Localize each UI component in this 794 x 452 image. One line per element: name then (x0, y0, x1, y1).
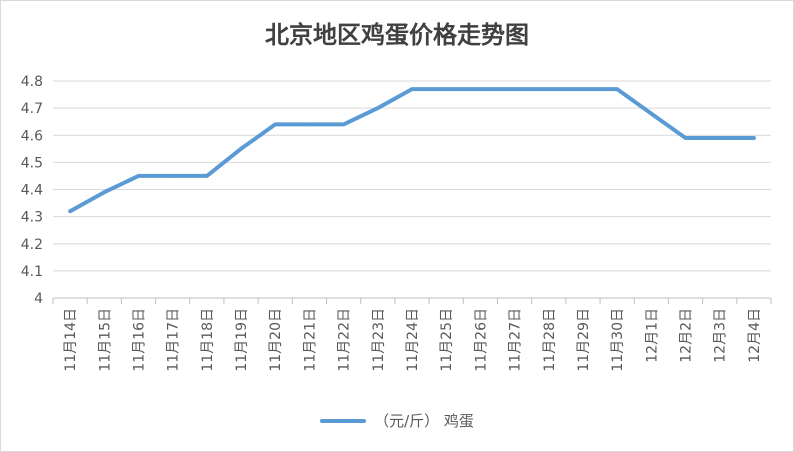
y-tick-label: 4.6 (21, 128, 43, 144)
x-tick-label: 11月27日 (508, 308, 524, 372)
x-tick-label: 11月17日 (166, 308, 182, 372)
data-point (205, 174, 209, 178)
data-point (273, 122, 278, 127)
x-tick-label: 11月18日 (200, 308, 216, 372)
y-tick-label: 4.5 (21, 155, 43, 171)
data-point (239, 147, 243, 151)
data-point (376, 106, 380, 110)
x-tick-label: 11月28日 (542, 308, 558, 372)
y-axis-ticks: 4 4.1 4.2 4.3 4.4 4.5 4.6 4.7 4.8 (21, 74, 43, 307)
gridlines (53, 80, 771, 272)
series-group (68, 87, 756, 214)
series-line (68, 87, 756, 214)
legend-swatch (320, 418, 367, 423)
x-axis-ticks: 11月14日 11月15日 11月16日 11月17日 11月18日 11月19日 11月2… (63, 308, 763, 372)
data-point (752, 136, 756, 140)
data-point (546, 87, 551, 91)
data-point (102, 190, 107, 195)
data-point (649, 111, 654, 116)
x-tick-label: 11月26日 (473, 308, 489, 372)
data-point (68, 209, 72, 213)
data-point (478, 87, 483, 91)
x-tick-label: 11月21日 (302, 308, 318, 372)
x-tick-label: 11月19日 (234, 308, 250, 372)
x-tick-label: 12月2日 (679, 308, 695, 363)
x-tick-label: 12月3日 (713, 308, 729, 363)
x-tick-label: 11月16日 (131, 308, 147, 372)
x-tick-label: 11月30日 (610, 308, 626, 372)
data-point (136, 174, 141, 178)
x-tick-label: 11月29日 (576, 308, 592, 372)
x-tick-label: 11月22日 (337, 308, 353, 372)
x-tick-label: 11月20日 (268, 308, 284, 372)
chart-title: 北京地区鸡蛋价格走势图 (265, 21, 529, 49)
y-tick-label: 4.8 (21, 74, 43, 90)
data-point (615, 87, 619, 91)
x-tick-label: 12月1日 (644, 308, 660, 363)
x-tick-label: 11月24日 (405, 308, 421, 372)
x-tick-label: 12月4日 (747, 308, 763, 363)
data-point (512, 87, 517, 91)
y-tick-label: 4.3 (21, 210, 43, 226)
data-point (170, 174, 175, 178)
x-axis (52, 297, 772, 304)
data-point (581, 87, 585, 91)
legend: （元/斤） 鸡蛋 (1, 410, 793, 431)
data-point (444, 87, 448, 91)
data-point (717, 136, 722, 140)
y-tick-label: 4 (34, 291, 43, 307)
x-tick-label: 11月14日 (63, 308, 79, 372)
y-tick-label: 4.1 (21, 264, 43, 280)
legend-label: （元/斤） 鸡蛋 (374, 412, 474, 430)
y-tick-label: 4.7 (21, 101, 43, 117)
y-tick-label: 4.4 (21, 183, 43, 199)
data-point (341, 122, 346, 127)
x-tick-label: 11月23日 (371, 308, 387, 372)
x-tick-label: 11月25日 (439, 308, 455, 372)
data-point (683, 136, 688, 140)
data-point (410, 87, 414, 91)
data-point (307, 122, 312, 127)
y-tick-label: 4.2 (21, 237, 43, 253)
x-tick-label: 11月15日 (97, 308, 113, 372)
